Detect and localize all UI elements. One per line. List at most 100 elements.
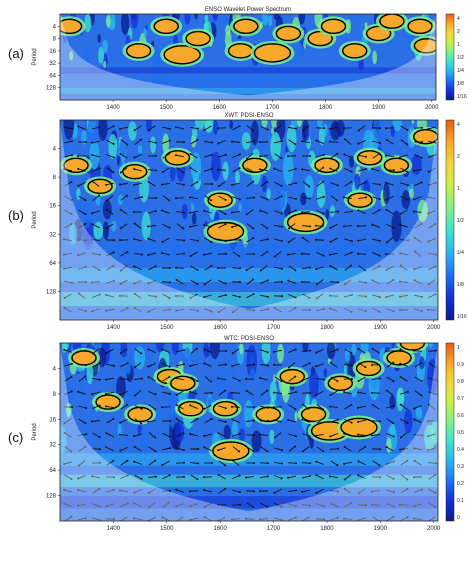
colorbar-tick-label: 1/8 — [457, 81, 464, 87]
power-texture — [299, 44, 304, 58]
power-texture — [204, 115, 213, 132]
power-texture — [325, 176, 334, 197]
x-tick-label: 1600 — [213, 526, 227, 532]
colorbar-tick-label: 1/4 — [457, 250, 464, 256]
power-texture — [229, 120, 233, 129]
power-texture — [428, 339, 433, 348]
x-tick-label: 1900 — [374, 526, 388, 532]
x-tick-label: 1800 — [319, 105, 333, 111]
significant-region — [280, 370, 304, 384]
power-band — [60, 244, 438, 258]
panel-title: ENSO Wavelet Power Spectrum — [205, 7, 291, 13]
power-texture — [416, 406, 422, 419]
power-texture — [267, 188, 271, 199]
significant-region — [256, 407, 280, 421]
significant-region — [322, 19, 346, 33]
power-texture — [204, 15, 208, 23]
power-texture — [294, 412, 297, 422]
power-texture — [270, 381, 277, 402]
colorbar-tick-label: 1/16 — [457, 314, 467, 320]
power-texture — [244, 400, 253, 428]
x-tick-label: 1800 — [320, 526, 334, 532]
power-texture — [393, 54, 396, 64]
power-texture — [175, 422, 184, 442]
power-texture — [352, 344, 357, 356]
power-texture — [404, 409, 413, 433]
y-tick-label: 32 — [49, 443, 56, 449]
power-texture — [373, 111, 383, 142]
colorbar-tick-label: 0.5 — [457, 430, 464, 436]
x-tick-label: 1500 — [160, 105, 174, 111]
significant-region — [234, 19, 258, 33]
power-texture — [210, 331, 220, 360]
colorbar-tick-label: 1/2 — [457, 55, 464, 61]
power-texture — [102, 40, 108, 53]
power-texture — [238, 203, 241, 213]
power-texture — [138, 145, 142, 154]
x-tick-label: 1900 — [372, 105, 386, 111]
colorbar-tick-label: 1 — [457, 345, 460, 351]
power-texture — [386, 438, 391, 453]
power-texture — [327, 341, 335, 359]
power-texture — [317, 115, 323, 127]
x-tick-label: 2000 — [425, 105, 439, 111]
y-tick-label: 8 — [53, 175, 57, 181]
power-texture — [128, 121, 137, 140]
y-tick-label: 4 — [53, 366, 57, 372]
panel-title: XWT: PDSI-ENSO — [224, 113, 273, 119]
significant-region — [123, 165, 147, 179]
power-texture — [211, 152, 221, 181]
significant-region — [348, 193, 372, 207]
panel-1: ENSO Wavelet Power Spectrum(a)Period4816… — [8, 4, 467, 111]
power-texture — [63, 107, 74, 140]
y-tick-label: 8 — [53, 392, 57, 398]
y-tick-label: 4 — [53, 147, 57, 153]
y-tick-label: 128 — [46, 494, 57, 500]
significant-region — [229, 44, 253, 58]
significant-region — [288, 213, 324, 231]
power-texture — [131, 7, 139, 29]
power-texture — [393, 111, 403, 132]
power-texture — [268, 15, 272, 26]
x-tick-label: 1400 — [107, 325, 121, 331]
power-texture — [273, 374, 276, 382]
colorbar — [446, 14, 454, 100]
power-texture — [239, 344, 243, 355]
power-texture — [250, 369, 256, 383]
significant-region — [88, 179, 112, 193]
power-texture — [222, 162, 228, 181]
y-tick-label: 4 — [53, 24, 57, 30]
significant-region — [154, 19, 178, 33]
colorbar-tick-label: 2 — [457, 29, 460, 35]
y-tick-label: 16 — [49, 49, 56, 55]
power-texture — [372, 51, 377, 65]
power-texture — [111, 221, 116, 232]
colorbar-tick-label: 1/2 — [457, 218, 464, 224]
significant-region — [128, 407, 152, 421]
power-texture — [392, 339, 395, 348]
colorbar-tick-label: 0.8 — [457, 379, 464, 385]
colorbar-tick-label: 1 — [457, 186, 460, 192]
y-axis-label: Period — [32, 423, 38, 440]
significant-region — [380, 14, 404, 28]
colorbar-tick-label: 4 — [457, 16, 460, 22]
colorbar-tick-label: 1/16 — [457, 94, 467, 100]
power-texture — [242, 189, 249, 212]
y-axis-label: Period — [32, 211, 38, 228]
colorbar-tick-label: 0 — [457, 515, 460, 521]
panel-letter: (c) — [8, 430, 23, 445]
power-texture — [135, 27, 140, 42]
power-texture — [225, 25, 230, 35]
power-texture — [271, 128, 274, 134]
significant-region — [408, 19, 432, 33]
significant-region — [127, 44, 151, 58]
power-texture — [184, 7, 190, 25]
significant-region — [341, 418, 377, 436]
y-tick-label: 32 — [49, 61, 56, 67]
power-texture — [76, 188, 80, 200]
y-tick-label: 64 — [49, 261, 56, 267]
x-tick-label: 1600 — [213, 105, 227, 111]
